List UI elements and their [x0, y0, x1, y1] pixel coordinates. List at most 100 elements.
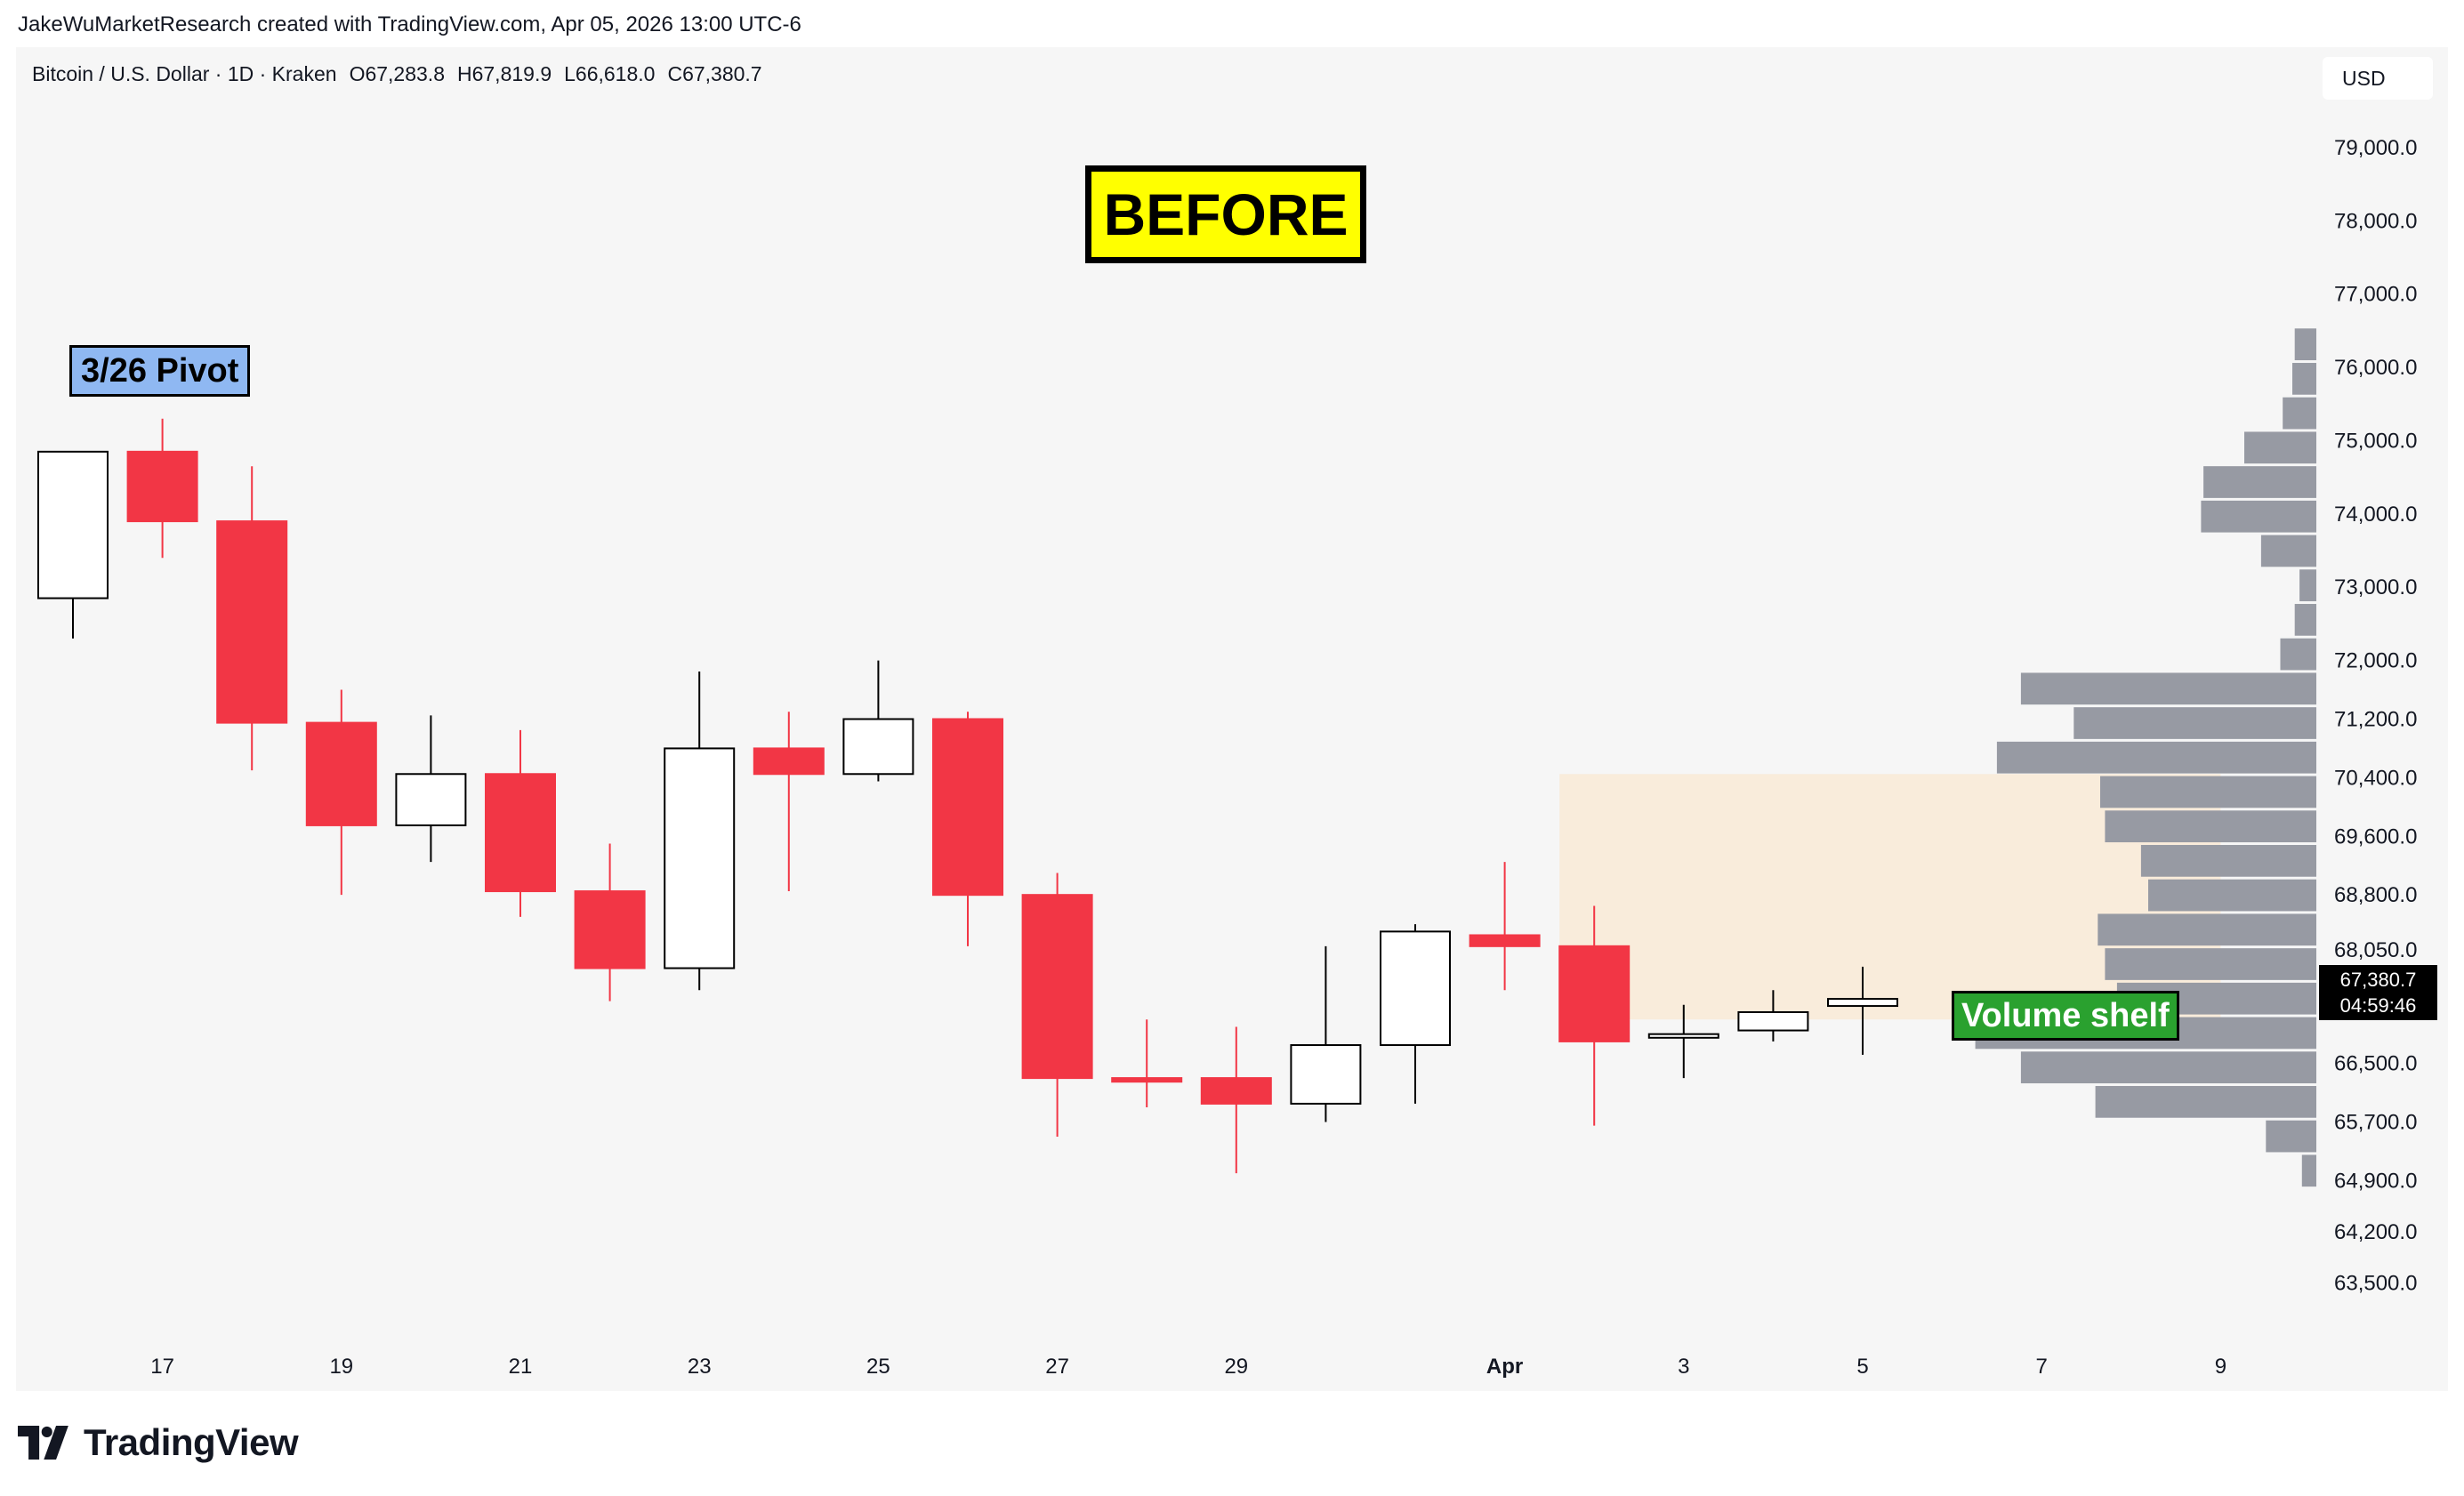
candle-body [216, 520, 288, 724]
candle-body [1737, 1010, 1809, 1032]
candle [1380, 924, 1451, 1104]
candle [1200, 1026, 1272, 1174]
x-tick-label: 17 [150, 1355, 174, 1379]
candle-body [126, 450, 198, 523]
chart-attribution: JakeWuMarketResearch created with Tradin… [18, 12, 801, 36]
bar-countdown: 04:59:46 [2339, 994, 2417, 1017]
x-tick-label: 5 [1856, 1355, 1868, 1379]
volume-profile-bar [2140, 845, 2316, 877]
y-tick-label: 64,200.0 [2334, 1220, 2417, 1244]
y-tick-label: 75,000.0 [2334, 429, 2417, 453]
volume-profile-bar [2294, 604, 2316, 636]
last-price-value: 67,380.7 [2339, 969, 2417, 991]
tradingview-logo-text: TradingView [84, 1421, 299, 1463]
y-tick-label: 68,050.0 [2334, 938, 2417, 962]
volume-profile-bar [2292, 363, 2316, 395]
y-tick-label: 79,000.0 [2334, 136, 2417, 160]
tradingview-logo-icon [18, 1426, 68, 1460]
ohlc-low: L66,618.0 [564, 62, 656, 85]
candles-layer [37, 418, 1898, 1174]
volume-profile-bar [2201, 500, 2316, 533]
y-tick-label: 78,000.0 [2334, 209, 2417, 233]
volume-profile-bar [2105, 948, 2316, 980]
symbol-name[interactable]: Bitcoin / U.S. Dollar · 1D · Kraken [32, 62, 337, 85]
y-tick-label: 76,000.0 [2334, 356, 2417, 380]
candle-body [1290, 1044, 1362, 1105]
ohlc-close: C67,380.7 [667, 62, 762, 85]
before-label: BEFORE [1085, 165, 1366, 263]
candle-body [305, 721, 377, 826]
x-tick-label: 21 [509, 1355, 533, 1379]
pivot-label: 3/26 Pivot [69, 345, 251, 397]
volume-profile-bar [2020, 672, 2316, 705]
x-tick-label: 23 [688, 1355, 712, 1379]
y-tick-label: 68,800.0 [2334, 883, 2417, 907]
candle [1290, 945, 1362, 1122]
time-axis: 17 19 21 23 25 27 29 Apr 3 5 7 9 [150, 1355, 2226, 1379]
volume-profile-bar [2148, 879, 2316, 912]
y-tick-label: 77,000.0 [2334, 283, 2417, 307]
candle-body [1111, 1077, 1183, 1083]
candle-body [932, 718, 1003, 897]
candle [37, 450, 109, 639]
candle [1647, 1004, 1719, 1079]
y-tick-label: 72,000.0 [2334, 649, 2417, 673]
candle-body [753, 747, 825, 776]
x-tick-label: 27 [1045, 1355, 1069, 1379]
candle-body [1647, 1033, 1719, 1039]
chart-panel[interactable] [16, 47, 2448, 1391]
candle [126, 418, 198, 559]
y-tick-label: 64,900.0 [2334, 1169, 2417, 1193]
x-tick-label: 25 [866, 1355, 890, 1379]
candle-body [395, 773, 467, 826]
y-tick-label: 69,600.0 [2334, 824, 2417, 849]
candle-body [1558, 945, 1631, 1042]
candle-body [37, 450, 109, 599]
volume-profile-bar [2105, 810, 2316, 843]
candle [842, 660, 914, 782]
volume-profile-bar [2260, 535, 2316, 567]
candle [305, 689, 377, 896]
price-axis: 79,000.0 78,000.0 77,000.0 76,000.0 75,000.0… [2334, 136, 2417, 1296]
y-tick-label: 63,500.0 [2334, 1272, 2417, 1296]
x-tick-label: 7 [2036, 1355, 2048, 1379]
volume-profile-bar [1996, 741, 2316, 774]
candle-body [1469, 934, 1541, 947]
candle-body [664, 747, 736, 969]
volume-profile-bar [2095, 1086, 2316, 1118]
volume-profile-bar [2100, 776, 2316, 808]
y-tick-label: 74,000.0 [2334, 503, 2417, 527]
currency-selector[interactable]: USD [2323, 57, 2433, 100]
volume-profile-bar [2301, 1154, 2316, 1187]
candle [1737, 990, 1809, 1042]
candle [1827, 966, 1898, 1055]
candle-body [1021, 894, 1093, 1080]
ohlc-open: O67,283.8 [349, 62, 445, 85]
tradingview-logo[interactable]: TradingView [18, 1421, 299, 1464]
y-tick-label: 73,000.0 [2334, 575, 2417, 599]
x-tick-label: 3 [1678, 1355, 1689, 1379]
volume-profile-bar [2098, 913, 2316, 946]
volume-shelf-label: Volume shelf [1952, 991, 2179, 1041]
candle [574, 843, 646, 1001]
candle-body [485, 773, 556, 893]
candle-body [574, 890, 646, 969]
volume-profile-layer [1975, 328, 2316, 1187]
y-tick-label: 71,200.0 [2334, 707, 2417, 731]
candle-body [1827, 998, 1898, 1008]
last-price-badge: 67,380.7 04:59:46 [2319, 965, 2437, 1020]
volume-profile-bar [2020, 1051, 2316, 1084]
volume-profile-bar [2280, 638, 2316, 671]
symbol-info-line: Bitcoin / U.S. Dollar · 1D · Kraken O67,2… [32, 62, 775, 86]
x-tick-label: Apr [1486, 1355, 1523, 1379]
candle [753, 712, 825, 892]
x-tick-label: 9 [2215, 1355, 2226, 1379]
candle [1469, 862, 1541, 991]
volume-profile-bar [2073, 707, 2316, 739]
candle-body [1200, 1077, 1272, 1105]
y-tick-label: 65,700.0 [2334, 1111, 2417, 1135]
x-tick-label: 29 [1224, 1355, 1248, 1379]
candle [485, 729, 556, 917]
candle [932, 712, 1003, 946]
